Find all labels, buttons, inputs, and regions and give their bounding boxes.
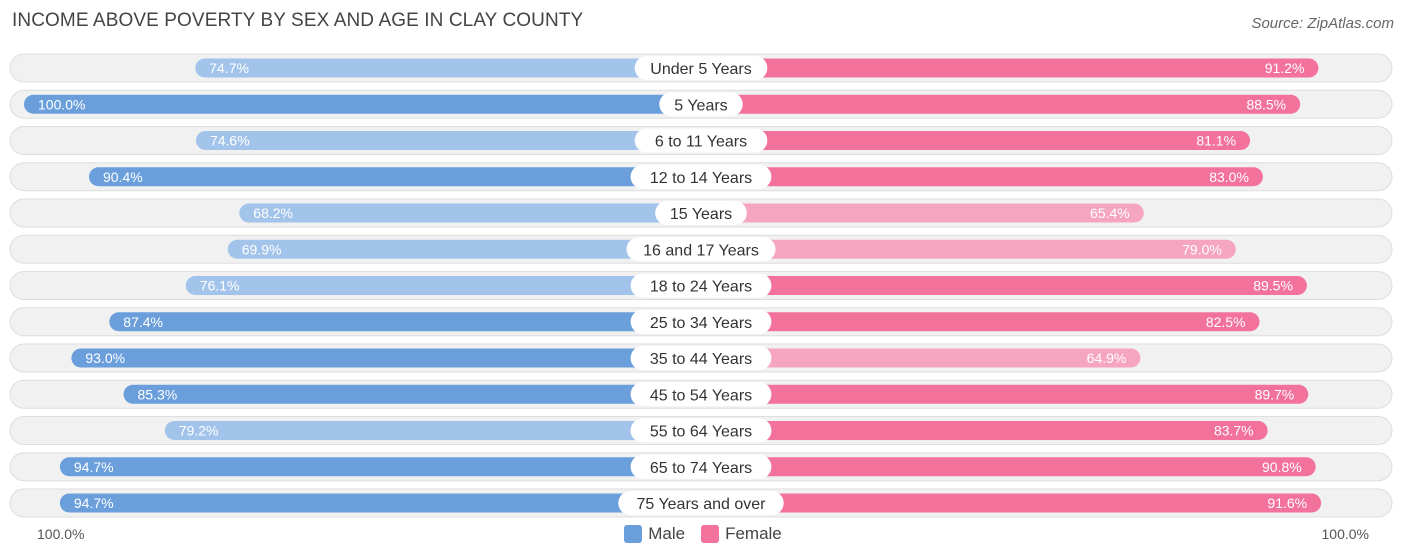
female-value-label: 91.6% [1267, 495, 1307, 511]
female-value-label: 90.8% [1262, 459, 1302, 475]
female-bar [701, 131, 1251, 150]
category-pill [655, 201, 747, 225]
male-value-label: 100.0% [38, 96, 85, 112]
male-bar [71, 348, 701, 368]
male-swatch [624, 525, 643, 543]
female-value-label: 83.7% [1214, 423, 1254, 439]
male-value-label: 74.6% [210, 133, 250, 149]
category-label: 35 to 44 Years [650, 351, 752, 368]
source-label: Source: ZipAtlas.com [1251, 15, 1394, 32]
category-pill [630, 273, 772, 298]
axis-right-label: 100.0% [1321, 526, 1369, 542]
male-value-label: 90.4% [103, 169, 143, 185]
female-value-label: 65.4% [1090, 205, 1130, 221]
category-pill [630, 164, 772, 189]
female-bar [701, 348, 1141, 368]
category-label: 25 to 34 Years [650, 315, 752, 332]
category-pill [630, 309, 772, 334]
male-bar [164, 421, 702, 440]
legend-item-male: Male [624, 524, 685, 544]
category-pill [634, 128, 768, 153]
female-bar [701, 203, 1144, 223]
category-label: 5 Years [674, 97, 727, 114]
female-bar [701, 94, 1301, 114]
male-bar [123, 384, 702, 404]
female-value-label: 82.5% [1206, 314, 1246, 330]
category-pill [618, 491, 784, 515]
category-pill [630, 454, 772, 479]
female-bar [701, 239, 1236, 259]
male-value-label: 68.2% [253, 205, 293, 221]
male-value-label: 76.1% [200, 278, 240, 294]
male-bar [239, 203, 701, 223]
category-label: 6 to 11 Years [655, 134, 747, 151]
female-bar [701, 421, 1268, 440]
female-value-label: 89.7% [1255, 386, 1295, 402]
male-value-label: 94.7% [74, 459, 114, 475]
male-value-label: 85.3% [138, 386, 178, 402]
female-value-label: 88.5% [1246, 96, 1286, 112]
male-value-label: 93.0% [85, 350, 125, 366]
female-value-label: 81.1% [1196, 133, 1236, 149]
male-bar [185, 276, 702, 295]
female-bar [701, 457, 1316, 477]
male-bar [59, 493, 702, 513]
female-swatch [701, 525, 720, 543]
category-label: 18 to 24 Years [650, 279, 752, 296]
male-value-label: 87.4% [123, 314, 163, 330]
female-value-label: 91.2% [1265, 60, 1305, 76]
category-label: Under 5 Years [650, 61, 751, 78]
female-bar [701, 167, 1263, 187]
male-bar [195, 131, 701, 150]
male-bar [195, 58, 701, 78]
chart-svg: 74.7% 91.2% Under 5 Years 100.0% 88.5% 5 Year… [9, 53, 1393, 518]
female-bar [701, 58, 1319, 78]
male-value-label: 74.7% [209, 60, 249, 76]
category-pill [630, 418, 772, 443]
category-label: 65 to 74 Years [650, 460, 752, 477]
female-bar [701, 312, 1260, 332]
male-value-label: 69.9% [242, 241, 282, 257]
category-label: 15 Years [670, 206, 732, 223]
male-value-label: 94.7% [74, 495, 114, 511]
male-bar [59, 457, 702, 477]
category-pill [630, 346, 772, 370]
category-label: 12 to 14 Years [650, 170, 752, 187]
legend: Male Female [0, 524, 1406, 544]
category-pill [634, 56, 768, 80]
category-label: 16 and 17 Years [643, 242, 759, 259]
category-pill [626, 237, 776, 262]
male-bar [109, 312, 701, 332]
male-bar [24, 94, 701, 114]
category-pill [659, 92, 743, 117]
female-bar [701, 276, 1307, 295]
category-label: 55 to 64 Years [650, 424, 752, 441]
category-label: 75 Years and over [637, 496, 767, 513]
axis-left-label: 100.0% [37, 526, 85, 542]
female-bar [701, 493, 1322, 513]
female-value-label: 79.0% [1182, 241, 1222, 257]
category-label: 45 to 54 Years [650, 387, 752, 404]
female-value-label: 83.0% [1209, 169, 1249, 185]
female-value-label: 64.9% [1087, 350, 1127, 366]
chart-title: INCOME ABOVE POVERTY BY SEX AND AGE IN C… [12, 10, 584, 31]
legend-male-label: Male [648, 524, 686, 543]
male-bar [88, 167, 701, 187]
legend-item-female: Female [701, 524, 782, 544]
female-bar [701, 384, 1309, 404]
male-bar [227, 239, 702, 259]
legend-female-label: Female [725, 524, 782, 543]
category-pill [630, 382, 772, 407]
female-value-label: 89.5% [1253, 278, 1293, 294]
male-value-label: 79.2% [179, 423, 219, 439]
